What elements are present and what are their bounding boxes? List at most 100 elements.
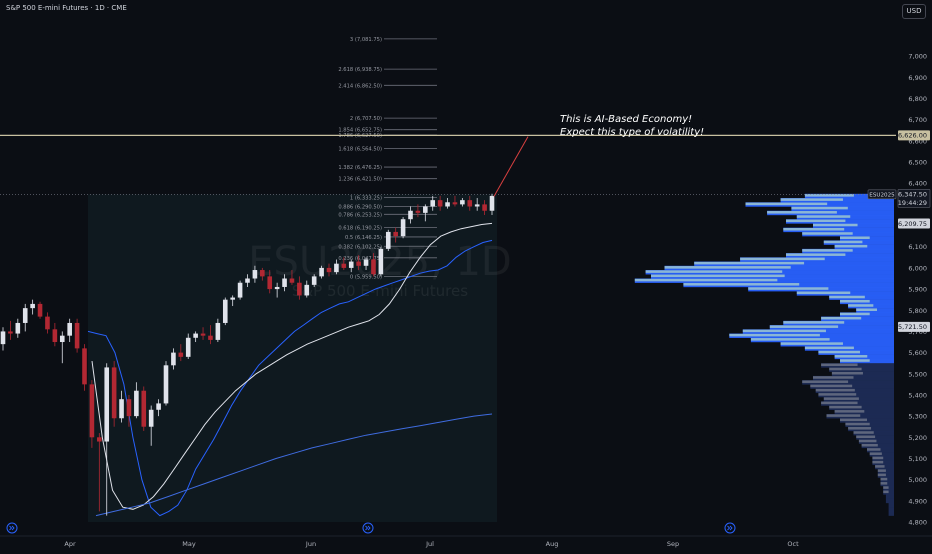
volume-profile-value-area-bar <box>634 278 778 282</box>
time-axis[interactable]: Apr May Jun Jul Aug Sep Oct <box>0 522 932 548</box>
volume-profile-value-area-bar <box>877 473 886 477</box>
candle-body <box>408 210 413 220</box>
time-axis-label: Oct <box>787 540 799 548</box>
price-tick-label: 5,900 <box>908 286 927 294</box>
volume-profile-bar <box>885 494 894 499</box>
candle-body <box>304 284 310 296</box>
fib-extension[interactable]: 3 (7,081.75) 2.618 (6,938.75) 2.414 (6,862… <box>338 37 437 281</box>
candle-body <box>208 335 213 340</box>
candle-body <box>178 352 184 357</box>
jump-to-realtime-icon[interactable] <box>724 522 736 534</box>
range-highlight <box>88 194 497 523</box>
price-tick-label: 6,400 <box>908 180 927 188</box>
candle-body <box>45 316 50 330</box>
candle-body <box>356 261 361 266</box>
volume-profile-value-area-bar <box>875 465 885 468</box>
candle-body <box>148 409 154 427</box>
candle-body <box>319 267 324 277</box>
ma-fast-line <box>87 239 493 517</box>
last-price-label-bg <box>897 189 931 208</box>
fib-level-label: 2.618 (6,938.75) <box>338 67 382 73</box>
volume-profile-value-area-bar <box>840 299 870 303</box>
candle-body <box>334 263 339 273</box>
volume-profile-bar <box>888 502 894 508</box>
volume-profile-value-area-bar <box>813 223 858 227</box>
drawing-lines[interactable] <box>0 134 896 197</box>
volume-profile-value-area-bar <box>867 448 881 451</box>
volume-profile-value-area-bar <box>869 452 882 455</box>
fib-level-label: 1.854 (6,652.75) <box>338 128 382 134</box>
price-tick-label: 6,900 <box>908 74 927 82</box>
candle-body <box>363 259 369 266</box>
ma-price-label-bg <box>898 321 930 332</box>
moving-averages <box>87 222 493 517</box>
price-tick-label: 5,400 <box>908 391 927 399</box>
candle-body <box>311 276 317 285</box>
volume-profile-value-area-bar <box>742 329 826 333</box>
volume-profile-value-area-bar <box>818 350 860 354</box>
candle-body <box>59 335 65 343</box>
price-tick-label: 5,800 <box>908 307 927 315</box>
jump-to-realtime-icon[interactable] <box>362 522 374 534</box>
volume-profile-value-area-bar <box>729 333 820 337</box>
volume-profile-bar <box>810 384 894 389</box>
volume-profile-bar <box>888 507 894 512</box>
fib-level-label: 1.618 (6,564.50) <box>338 146 382 152</box>
volume-profile-value-area-bar <box>748 287 829 290</box>
watermark-name: S&P 500 E-mini Futures <box>292 282 468 300</box>
volume-profile-value-area-bar <box>740 257 825 261</box>
currency-button[interactable]: USD <box>902 4 926 19</box>
candle-body <box>378 248 384 275</box>
candle-body <box>0 331 6 345</box>
price-axis-bg <box>896 0 932 550</box>
candle-body <box>423 206 428 213</box>
candle-body <box>126 399 132 417</box>
price-tick-label: 6,500 <box>908 159 927 167</box>
last-price-label: 6,347.50 <box>898 191 927 199</box>
volume-profile-value-area-bar <box>840 359 870 362</box>
volume-profile-value-area-bar <box>664 266 791 269</box>
candle-body <box>274 286 280 290</box>
fib-level-label: 1.786 (6,627.50) <box>338 133 382 139</box>
candle-body <box>371 259 376 275</box>
range-box <box>88 194 497 523</box>
time-axis-label: Apr <box>64 540 76 548</box>
annotation-arrow-line[interactable] <box>493 136 529 197</box>
fib-level-label: 2.414 (6,862.50) <box>338 83 382 89</box>
text-annotation[interactable]: This is AI-Based Economy! Expect this typ… <box>560 114 704 138</box>
candle-body <box>134 390 139 417</box>
candle-body <box>222 299 228 323</box>
price-label-bg <box>898 130 930 141</box>
fib-level-label: 1.236 (6,421.50) <box>338 177 382 183</box>
symbol-tag: ESU2025 <box>869 192 895 198</box>
price-tick-label: 6,700 <box>908 116 927 124</box>
volume-profile-value-area-bar <box>883 490 889 494</box>
candle-body <box>156 403 161 410</box>
time-axis-label: May <box>182 540 196 548</box>
price-tick-label: 5,300 <box>908 413 927 421</box>
candle-body <box>437 200 443 207</box>
price-tick-label: 5,500 <box>908 370 927 378</box>
bar-countdown-label: 19:44:29 <box>898 199 927 207</box>
candlestick-series <box>0 193 495 516</box>
volume-profile-value-area-bar <box>804 194 854 197</box>
candle-body <box>400 219 406 237</box>
volume-profile-value-area-bar <box>877 469 886 472</box>
candle-body <box>8 331 13 334</box>
candle-body <box>237 282 243 298</box>
candle-body <box>267 276 273 290</box>
volume-profile-value-area-bar <box>831 371 863 375</box>
volume-profile-value-area-bar <box>834 355 868 358</box>
price-axis[interactable]: 4,800 4,900 5,000 5,100 5,200 5,300 5,400 5,500… <box>867 0 932 550</box>
volume-profile-value-area-bar <box>810 384 853 388</box>
price-tick-label: 6,100 <box>908 243 927 251</box>
candle-body <box>385 231 391 249</box>
price-tick-label: 5,000 <box>908 476 927 484</box>
jump-to-realtime-icon[interactable] <box>6 522 18 534</box>
candle-body <box>289 278 295 283</box>
annotation-line-2: Expect this type of volatility! <box>560 127 704 138</box>
candle-body <box>348 261 354 268</box>
candle-body <box>37 303 43 317</box>
